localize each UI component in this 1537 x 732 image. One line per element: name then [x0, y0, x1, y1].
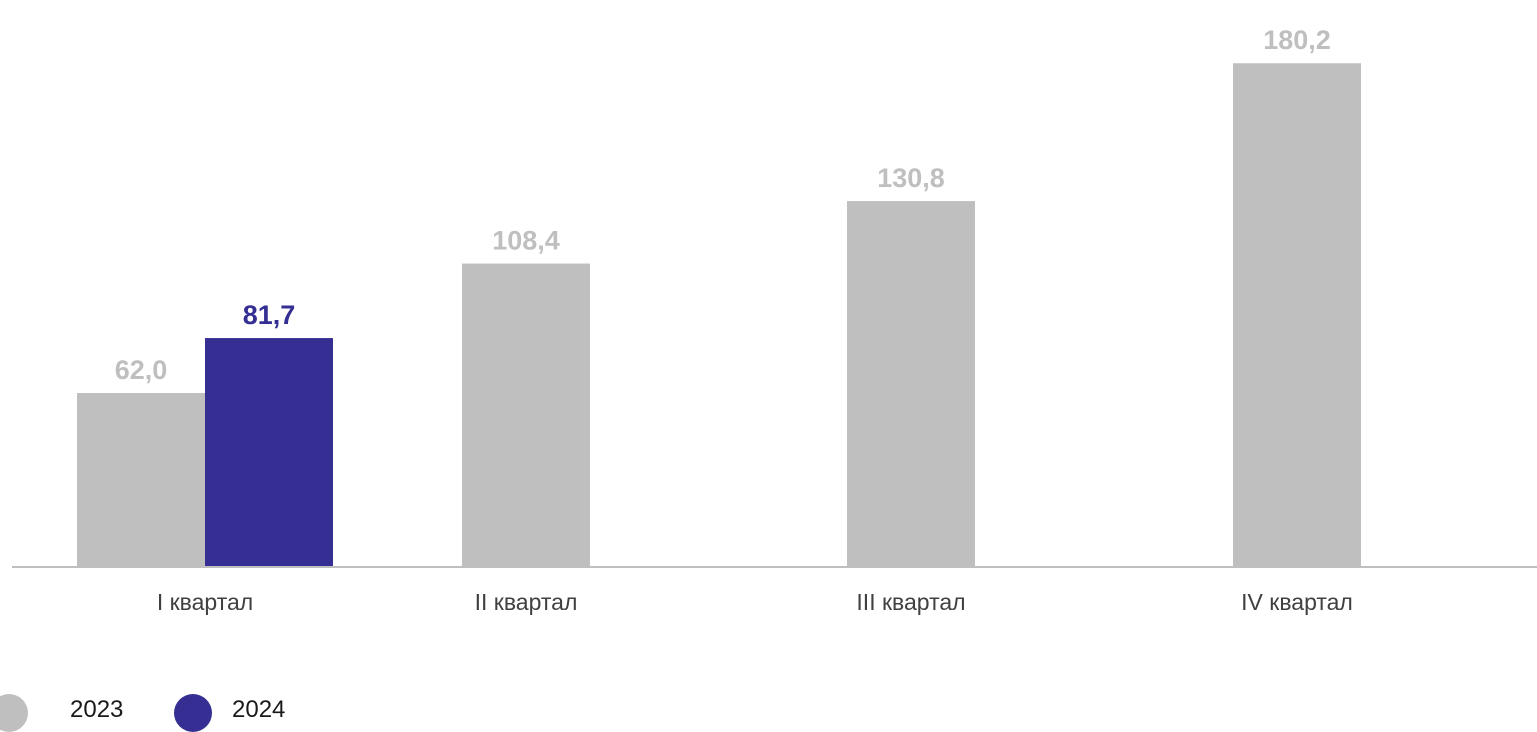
value-labels-group: 62,0 81,7 108,4 130,8 180,2	[115, 25, 1331, 385]
bar-2023-2	[462, 263, 590, 566]
category-label-4: IV квартал	[1241, 589, 1353, 615]
bar-2024-1	[205, 338, 333, 566]
value-label-2023-2: 108,4	[492, 226, 560, 256]
legend-label-2024: 2024	[232, 696, 286, 723]
legend-label-2023: 2023	[70, 696, 124, 723]
value-label-2023-1: 62,0	[115, 355, 168, 385]
category-label-1: I квартал	[157, 589, 253, 615]
category-label-2: II квартал	[475, 589, 578, 615]
bar-chart: 62,0 81,7 108,4 130,8 180,2 I квартал II квар…	[12, 25, 1537, 615]
bar-2023-1	[77, 393, 205, 566]
bars-group	[77, 63, 1361, 566]
bar-2023-4	[1233, 63, 1361, 566]
value-label-2024-1: 81,7	[243, 300, 296, 330]
category-labels-group: I квартал II квартал III квартал IV квартал	[157, 589, 1353, 615]
legend-swatch-2023	[0, 694, 28, 732]
value-label-2023-3: 130,8	[877, 163, 945, 193]
value-label-2023-4: 180,2	[1263, 25, 1331, 55]
bar-2023-3	[847, 201, 975, 566]
legend-swatch-2024	[174, 694, 212, 732]
category-label-3: III квартал	[856, 589, 965, 615]
